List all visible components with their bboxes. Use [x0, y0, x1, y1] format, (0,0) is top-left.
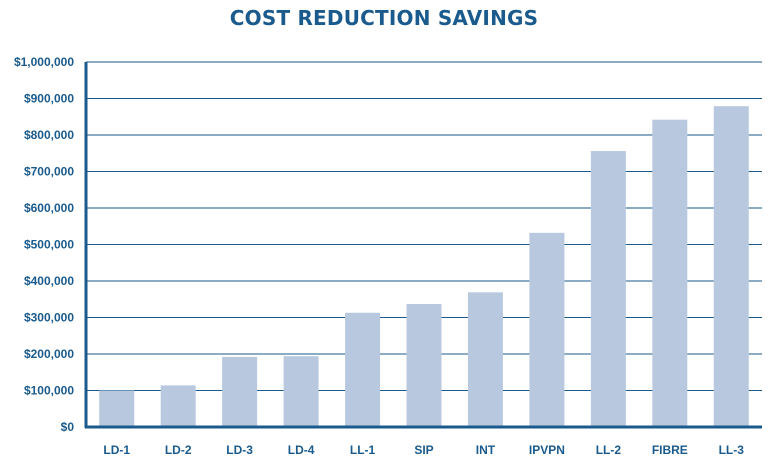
bar-ld-2: [160, 385, 196, 427]
bar-ll-3: [713, 106, 749, 428]
y-tick-label: $0: [61, 420, 75, 434]
y-tick-label: $300,000: [24, 311, 74, 325]
y-tick-label: $100,000: [24, 384, 74, 398]
axes: [84, 62, 762, 429]
bar-int: [467, 292, 503, 427]
y-tick-label: $900,000: [24, 92, 74, 106]
bar-ld-3: [222, 356, 258, 427]
x-category-label: LD-2: [165, 443, 192, 457]
chart-title: COST REDUCTION SAVINGS: [229, 6, 539, 30]
x-category-label: LD-3: [226, 443, 253, 457]
x-category-label: LL-1: [350, 443, 376, 457]
y-tick-label: $1,000,000: [14, 55, 74, 69]
bar-ipvpn: [529, 232, 565, 427]
x-category-label: LD-4: [288, 443, 315, 457]
bar-ld-1: [99, 390, 135, 427]
x-category-labels: LD-1 LD-2 LD-3 LD-4 LL-1 SIP INT IPVPN LL-2 FIBRE…: [103, 443, 744, 457]
bar-ld-4: [283, 356, 319, 427]
y-tick-label: $800,000: [24, 128, 74, 142]
y-tick-label: $700,000: [24, 165, 74, 179]
x-category-label: SIP: [414, 443, 433, 457]
x-category-label: INT: [476, 443, 496, 457]
bar-sip: [406, 304, 442, 427]
y-tick-label: $500,000: [24, 238, 74, 252]
bar-fibre: [652, 119, 688, 428]
x-category-label: LL-2: [596, 443, 622, 457]
y-tick-labels: $0 $100,000 $200,000 $300,000 $400,000 $500,0…: [14, 55, 74, 434]
bar-ll-1: [345, 312, 381, 427]
y-tick-label: $200,000: [24, 347, 74, 361]
bar-ll-2: [590, 151, 626, 427]
x-category-label: LL-3: [719, 443, 745, 457]
x-category-label: IPVPN: [529, 443, 565, 457]
x-category-label: FIBRE: [652, 443, 688, 457]
x-category-label: LD-1: [103, 443, 130, 457]
y-tick-label: $600,000: [24, 201, 74, 215]
bars: [99, 106, 749, 428]
y-tick-label: $400,000: [24, 274, 74, 288]
